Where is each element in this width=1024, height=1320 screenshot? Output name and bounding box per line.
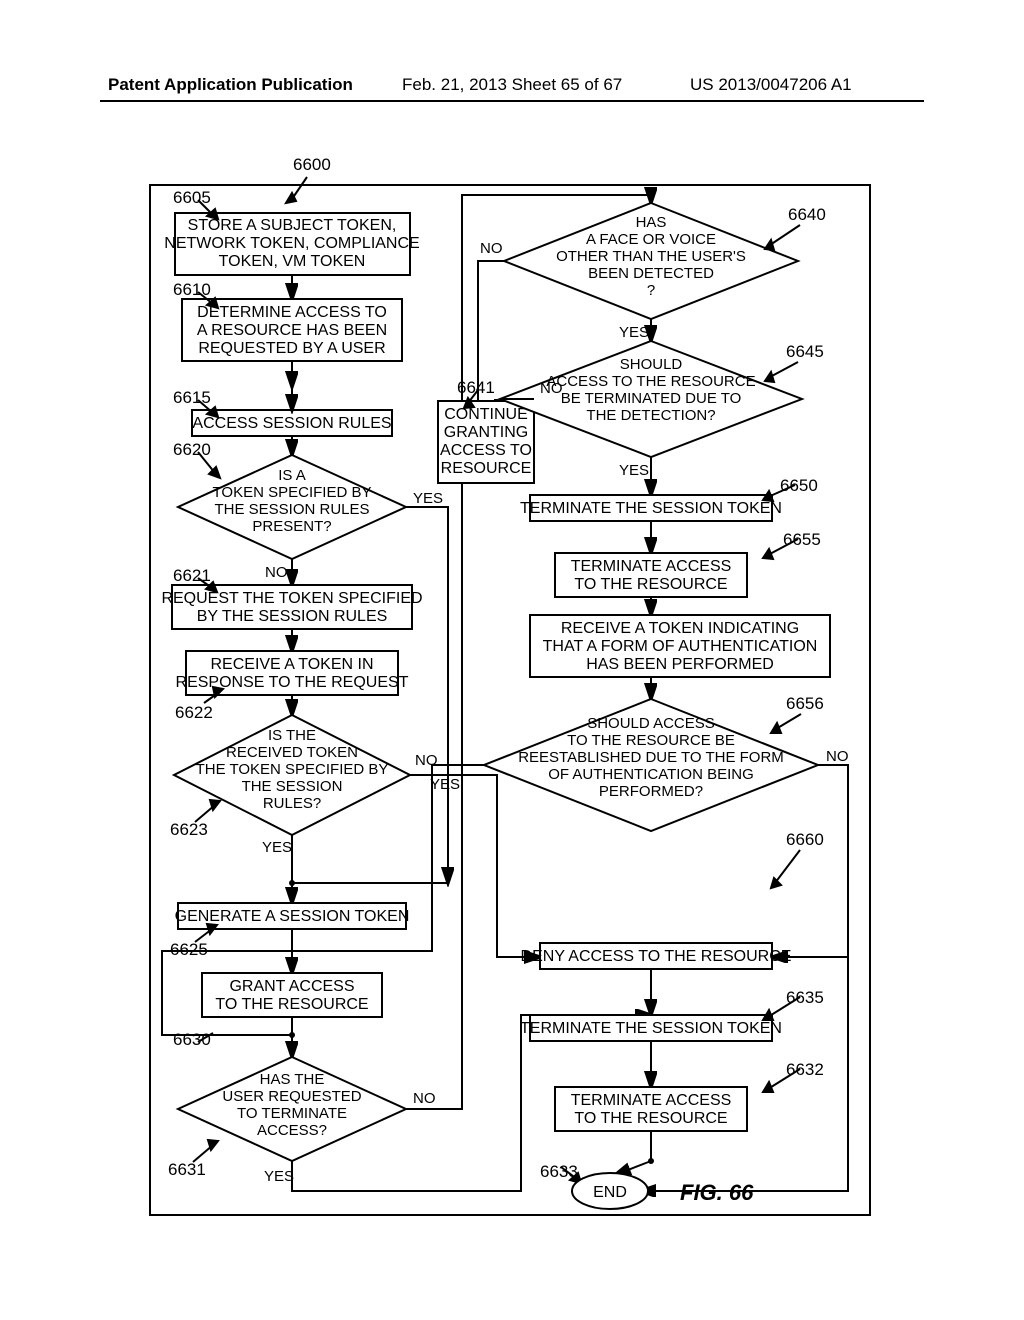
svg-text:YES: YES bbox=[619, 324, 649, 341]
svg-text:6635: 6635 bbox=[786, 988, 824, 1007]
svg-text:6645: 6645 bbox=[786, 342, 824, 361]
svg-text:RESOURCE: RESOURCE bbox=[441, 460, 532, 477]
svg-text:BY THE SESSION RULES: BY THE SESSION RULES bbox=[197, 608, 388, 625]
svg-text:THE TOKEN SPECIFIED BY: THE TOKEN SPECIFIED BY bbox=[196, 761, 389, 778]
svg-text:TOKEN SPECIFIED BY: TOKEN SPECIFIED BY bbox=[213, 484, 372, 501]
svg-text:RECEIVE A TOKEN INDICATING: RECEIVE A TOKEN INDICATING bbox=[561, 620, 799, 637]
svg-text:OTHER THAN THE USER'S: OTHER THAN THE USER'S bbox=[556, 248, 746, 265]
svg-text:HAS: HAS bbox=[636, 214, 667, 231]
svg-text:USER REQUESTED: USER REQUESTED bbox=[222, 1088, 361, 1105]
svg-text:CONTINUE: CONTINUE bbox=[444, 406, 528, 423]
svg-text:THE SESSION RULES: THE SESSION RULES bbox=[214, 501, 369, 518]
svg-text:YES: YES bbox=[413, 490, 443, 507]
svg-text:6632: 6632 bbox=[786, 1060, 824, 1079]
svg-text:6656: 6656 bbox=[786, 694, 824, 713]
svg-text:BE TERMINATED DUE TO: BE TERMINATED DUE TO bbox=[561, 390, 742, 407]
svg-text:THAT A FORM OF AUTHENTICATION: THAT A FORM OF AUTHENTICATION bbox=[543, 638, 818, 655]
svg-text:TO THE RESOURCE BE: TO THE RESOURCE BE bbox=[567, 732, 735, 749]
svg-text:END: END bbox=[593, 1184, 627, 1201]
svg-text:DENY ACCESS TO THE RESOURCE: DENY ACCESS TO THE RESOURCE bbox=[521, 948, 792, 965]
svg-text:A RESOURCE HAS BEEN: A RESOURCE HAS BEEN bbox=[197, 322, 387, 339]
svg-text:6640: 6640 bbox=[788, 205, 826, 224]
svg-text:6610: 6610 bbox=[173, 280, 211, 299]
svg-text:ACCESS TO: ACCESS TO bbox=[440, 442, 532, 459]
flowchart: 6600 STORE A SUBJECT TOKEN, NETWORK TOKE… bbox=[100, 145, 920, 1255]
svg-text:6650: 6650 bbox=[780, 476, 818, 495]
svg-text:NO: NO bbox=[415, 752, 438, 769]
svg-text:THE SESSION: THE SESSION bbox=[242, 778, 343, 795]
svg-text:ACCESS TO THE RESOURCE: ACCESS TO THE RESOURCE bbox=[546, 373, 755, 390]
svg-text:SHOULD ACCESS: SHOULD ACCESS bbox=[587, 715, 715, 732]
svg-text:SHOULD: SHOULD bbox=[620, 356, 683, 373]
svg-text:TERMINATE THE SESSION TOKEN: TERMINATE THE SESSION TOKEN bbox=[520, 1020, 782, 1037]
svg-text:NO: NO bbox=[540, 380, 563, 397]
svg-text:6660: 6660 bbox=[786, 830, 824, 849]
svg-text:RESPONSE TO THE REQUEST: RESPONSE TO THE REQUEST bbox=[176, 674, 409, 691]
svg-text:6623: 6623 bbox=[170, 820, 208, 839]
svg-text:REQUEST THE TOKEN SPECIFIED: REQUEST THE TOKEN SPECIFIED bbox=[161, 590, 422, 607]
svg-text:ACCESS SESSION RULES: ACCESS SESSION RULES bbox=[192, 415, 391, 432]
svg-text:YES: YES bbox=[430, 776, 460, 793]
svg-text:GRANTING: GRANTING bbox=[444, 424, 528, 441]
svg-text:6630: 6630 bbox=[173, 1030, 211, 1049]
svg-text:DETERMINE ACCESS TO: DETERMINE ACCESS TO bbox=[197, 304, 387, 321]
svg-text:TO TERMINATE: TO TERMINATE bbox=[237, 1105, 347, 1122]
svg-text:TERMINATE THE SESSION TOKEN: TERMINATE THE SESSION TOKEN bbox=[520, 500, 782, 517]
svg-text:GENERATE A SESSION TOKEN: GENERATE A SESSION TOKEN bbox=[175, 908, 410, 925]
svg-text:NETWORK TOKEN, COMPLIANCE: NETWORK TOKEN, COMPLIANCE bbox=[164, 235, 419, 252]
svg-text:ACCESS?: ACCESS? bbox=[257, 1122, 327, 1139]
svg-text:6655: 6655 bbox=[783, 530, 821, 549]
svg-text:PRESENT?: PRESENT? bbox=[252, 518, 331, 535]
svg-text:6620: 6620 bbox=[173, 440, 211, 459]
svg-text:6605: 6605 bbox=[173, 188, 211, 207]
svg-text:TO THE RESOURCE: TO THE RESOURCE bbox=[574, 576, 727, 593]
svg-text:YES: YES bbox=[262, 839, 292, 856]
header-right: US 2013/0047206 A1 bbox=[690, 75, 852, 95]
svg-text:6625: 6625 bbox=[170, 940, 208, 959]
svg-text:HAS THE: HAS THE bbox=[260, 1071, 325, 1088]
header-left: Patent Application Publication bbox=[108, 75, 353, 95]
label-6600: 6600 bbox=[293, 155, 331, 174]
svg-text:HAS BEEN PERFORMED: HAS BEEN PERFORMED bbox=[586, 656, 774, 673]
svg-text:RECEIVE A TOKEN IN: RECEIVE A TOKEN IN bbox=[210, 656, 373, 673]
svg-text:REQUESTED BY A USER: REQUESTED BY A USER bbox=[198, 340, 385, 357]
svg-text:IS A: IS A bbox=[278, 467, 306, 484]
svg-text:6615: 6615 bbox=[173, 388, 211, 407]
svg-text:TO THE RESOURCE: TO THE RESOURCE bbox=[215, 996, 368, 1013]
svg-text:NO: NO bbox=[265, 564, 288, 581]
svg-text:REESTABLISHED DUE TO THE FORM: REESTABLISHED DUE TO THE FORM bbox=[518, 749, 784, 766]
svg-text:BEEN DETECTED: BEEN DETECTED bbox=[588, 265, 714, 282]
header-mid: Feb. 21, 2013 Sheet 65 of 67 bbox=[402, 75, 622, 95]
svg-text:NO: NO bbox=[826, 748, 849, 765]
svg-text:A FACE OR VOICE: A FACE OR VOICE bbox=[586, 231, 716, 248]
svg-text:TO THE RESOURCE: TO THE RESOURCE bbox=[574, 1110, 727, 1127]
svg-text:6631: 6631 bbox=[168, 1160, 206, 1179]
svg-text:OF AUTHENTICATION BEING: OF AUTHENTICATION BEING bbox=[548, 766, 754, 783]
svg-text:YES: YES bbox=[619, 462, 649, 479]
svg-text:?: ? bbox=[647, 282, 655, 299]
svg-text:PERFORMED?: PERFORMED? bbox=[599, 783, 703, 800]
figure-label: FIG. 66 bbox=[680, 1180, 754, 1205]
svg-text:IS THE: IS THE bbox=[268, 727, 316, 744]
svg-text:THE DETECTION?: THE DETECTION? bbox=[586, 407, 715, 424]
svg-text:RECEIVED TOKEN: RECEIVED TOKEN bbox=[226, 744, 358, 761]
svg-text:TERMINATE ACCESS: TERMINATE ACCESS bbox=[571, 1092, 732, 1109]
svg-text:YES: YES bbox=[264, 1168, 294, 1185]
svg-text:GRANT ACCESS: GRANT ACCESS bbox=[229, 978, 354, 995]
svg-text:TOKEN, VM TOKEN: TOKEN, VM TOKEN bbox=[219, 253, 366, 270]
svg-text:NO: NO bbox=[413, 1090, 436, 1107]
svg-text:NO: NO bbox=[480, 240, 503, 257]
svg-text:RULES?: RULES? bbox=[263, 795, 321, 812]
svg-text:6622: 6622 bbox=[175, 703, 213, 722]
svg-text:TERMINATE ACCESS: TERMINATE ACCESS bbox=[571, 558, 732, 575]
header-rule bbox=[100, 100, 924, 102]
